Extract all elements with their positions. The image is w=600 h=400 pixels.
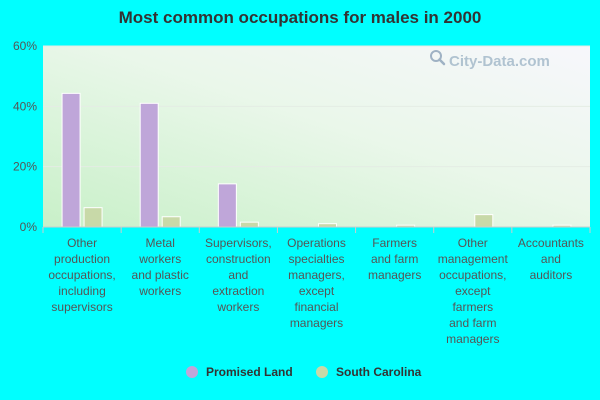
bars [61, 92, 572, 228]
y-tick-label: 20% [13, 160, 37, 174]
chart-title: Most common occupations for males in 200… [118, 8, 482, 27]
legend-item: South Carolina [316, 365, 422, 379]
x-tick-label: Other production occupations, including supe… [48, 236, 115, 314]
y-tick-label: 60% [13, 39, 37, 53]
x-tick-label: Metal workers and plastic workers [132, 236, 189, 298]
x-tick-label: Other management occupations, except farmers… [438, 236, 509, 346]
x-tick-labels: Other production occupations, including supe… [48, 236, 584, 346]
plot-area [43, 46, 590, 227]
bar-south-carolina [161, 216, 181, 228]
x-tick-label: Accountants and auditors [518, 236, 584, 282]
bar-promised-land [61, 92, 81, 228]
y-tick-label: 0% [20, 220, 38, 234]
bar-promised-land [139, 102, 159, 228]
x-tick-label: Farmers and farm managers [368, 236, 421, 282]
watermark: City-Data.com [430, 50, 550, 70]
legend-swatch [186, 366, 198, 378]
y-tick-label: 40% [13, 99, 37, 113]
bar-south-carolina [474, 214, 494, 228]
legend-item: Promised Land [186, 365, 293, 379]
gridlines [43, 45, 590, 168]
bar-south-carolina [83, 207, 103, 228]
magnifier-icon [430, 50, 446, 66]
legend-swatch [316, 366, 328, 378]
legend-label: South Carolina [336, 365, 422, 379]
x-tick-label: Operations specialties managers, except fina… [287, 236, 346, 330]
watermark-text: City-Data.com [449, 53, 550, 70]
legend-label: Promised Land [206, 365, 293, 379]
bar-south-carolina [239, 221, 259, 228]
y-tick-labels: 0% 20% 40% 60% [13, 39, 37, 234]
bar-promised-land [217, 183, 237, 228]
axes [42, 226, 591, 233]
legend: Promised Land South Carolina [186, 365, 422, 379]
x-tick-label: Supervisors, construction and extraction wor… [205, 236, 272, 314]
